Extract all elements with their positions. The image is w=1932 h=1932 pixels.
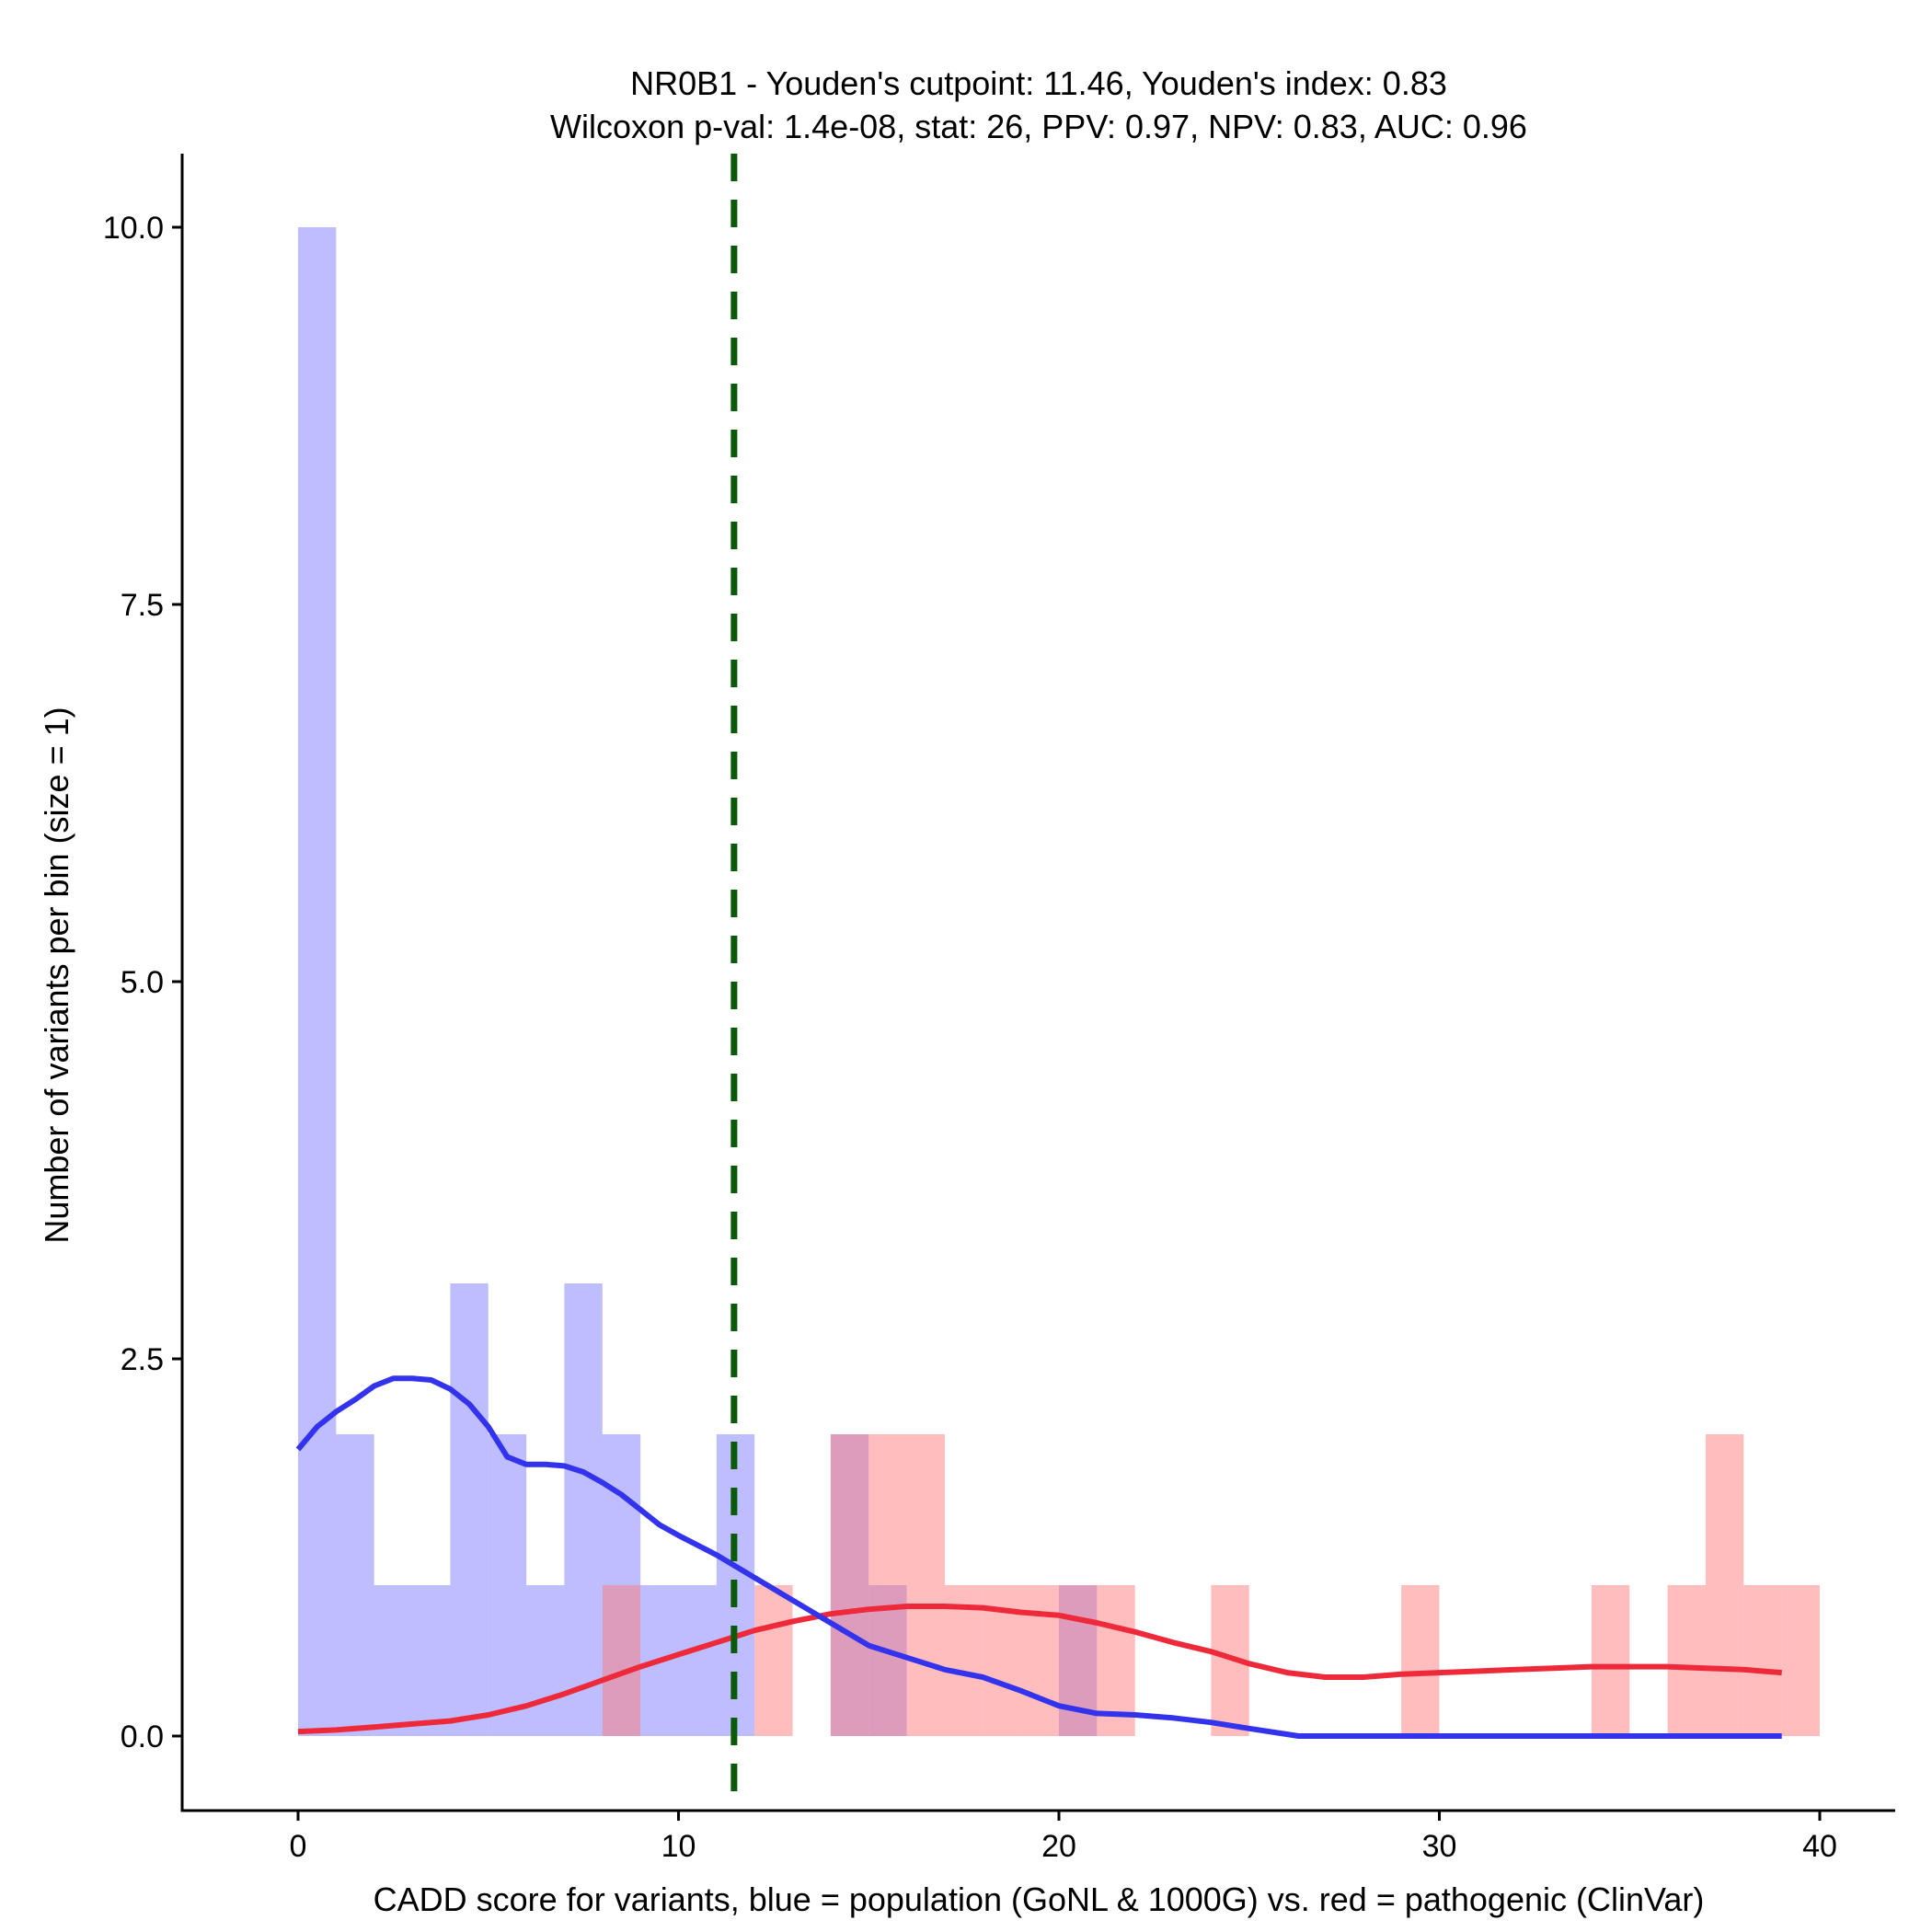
population-bar	[450, 1283, 489, 1736]
y-tick-label: 2.5	[121, 1342, 164, 1377]
x-axis-title: CADD score for variants, blue = populati…	[374, 1880, 1705, 1918]
pathogenic-bar	[1020, 1585, 1059, 1736]
x-tick-label: 10	[661, 1829, 696, 1864]
pathogenic-bar	[1781, 1585, 1820, 1736]
density-curves	[295, 1375, 1782, 1739]
pathogenic-bar	[1401, 1585, 1440, 1736]
population-bar	[488, 1434, 527, 1736]
y-tick-label: 5.0	[121, 965, 164, 1000]
y-tick-label: 7.5	[121, 588, 164, 623]
population-density-line	[295, 1375, 1782, 1739]
population-bar	[412, 1585, 451, 1736]
pathogenic-bar	[906, 1434, 945, 1736]
chart-title-line1: NR0B1 - Youden's cutpoint: 11.46, Youden…	[630, 64, 1447, 102]
pathogenic-bar	[868, 1434, 907, 1736]
axes: 0.0 2.5 5.0 7.5 10.0 0 10 20 30 40	[103, 154, 1895, 1864]
pathogenic-density-line	[297, 1604, 1782, 1735]
population-bar	[526, 1585, 565, 1736]
pathogenic-bar	[1591, 1585, 1630, 1736]
pathogenic-bar	[1667, 1585, 1706, 1736]
pathogenic-bar	[602, 1585, 641, 1736]
x-tick-label: 30	[1422, 1829, 1457, 1864]
pathogenic-bar	[830, 1434, 869, 1736]
chart-title-line2: Wilcoxon p-val: 1.4e-08, stat: 26, PPV: …	[550, 108, 1527, 145]
histogram-bars	[298, 227, 1820, 1736]
y-tick-label: 0.0	[121, 1719, 164, 1754]
population-bar	[678, 1585, 717, 1736]
pathogenic-bar	[1705, 1434, 1744, 1736]
y-tick-label: 10.0	[103, 211, 164, 246]
y-axis-title: Number of variants per bin (size = 1)	[38, 707, 75, 1243]
population-bar	[336, 1434, 374, 1736]
pathogenic-bar	[754, 1585, 793, 1736]
pathogenic-bar	[1743, 1585, 1782, 1736]
population-bar	[564, 1283, 603, 1736]
x-tick-label: 20	[1041, 1829, 1076, 1864]
population-bar	[298, 227, 337, 1736]
x-tick-label: 0	[290, 1829, 307, 1864]
x-tick-label: 40	[1802, 1829, 1837, 1864]
population-bar	[374, 1585, 413, 1736]
